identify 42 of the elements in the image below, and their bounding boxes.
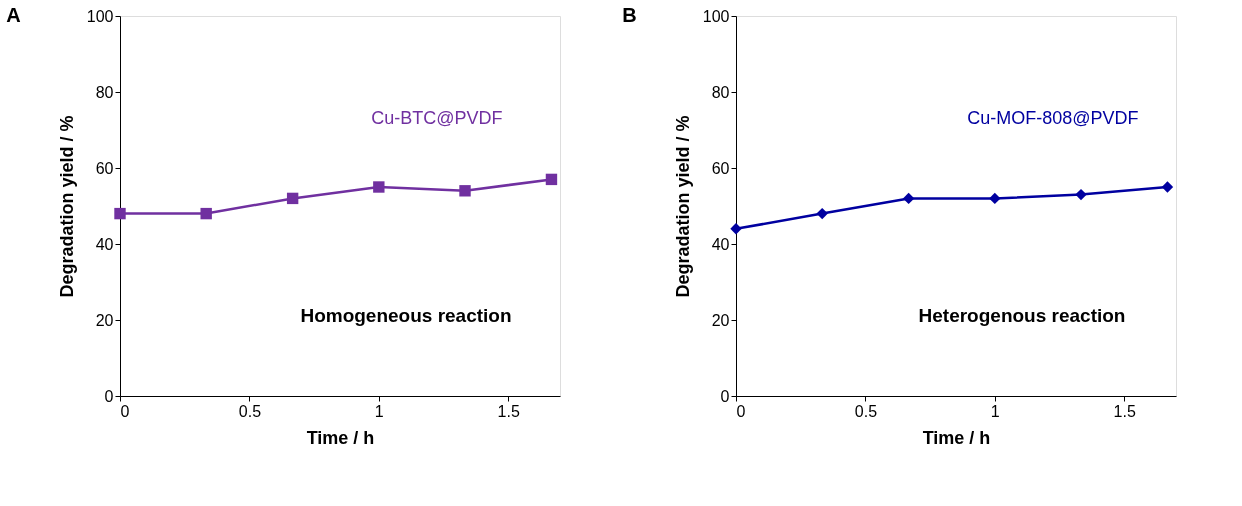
x-tick-label: 0 [736,402,746,420]
annotation: Heterogenous reaction [918,305,1126,327]
text: Cu-MOF-808@PVDF [967,107,1139,128]
chart-title: A [6,4,21,26]
point [989,192,1001,205]
point [1161,181,1174,193]
point [459,185,471,197]
x-tick-label: 0.5 [854,402,878,420]
y-tick-label: 40 [711,235,730,253]
point [114,207,126,220]
x-tick-label: 1 [374,402,384,420]
y-tick-label: 40 [95,235,114,253]
y-tick-label: 0 [104,387,114,405]
y-tick-label: 0 [720,387,730,405]
y-tick-label: 100 [86,7,114,25]
y-tick-label: 20 [95,311,114,329]
annotation: Homogeneous reaction [300,305,512,327]
point [816,207,828,220]
point [373,181,385,193]
x-tick-label: 1 [990,402,1000,420]
y-tick-label: 80 [711,83,730,101]
y-tick-label: 20 [711,311,730,329]
point [730,223,742,235]
y-axis-title: Degradation yield / % [672,115,693,298]
x-axis-title: Time / h [306,427,375,448]
point [902,192,915,205]
text: Cu-BTC@PVDF [371,107,503,128]
x-axis-title: Time / h [922,427,991,448]
y-tick-label: 60 [95,159,114,177]
point [545,173,558,186]
x-tick-label: 0 [120,402,130,420]
point [200,207,212,220]
point [286,192,299,205]
chart-title: B [622,4,637,26]
y-tick-label: 60 [711,159,730,177]
y-tick-label: 80 [95,83,114,101]
y-axis-title: Degradation yield / % [56,115,77,298]
x-tick-label: 1.5 [1113,402,1136,420]
x-tick-label: 0.5 [238,402,262,420]
x-tick-label: 1.5 [497,402,520,420]
y-tick-label: 100 [702,7,730,25]
point [1075,188,1087,201]
